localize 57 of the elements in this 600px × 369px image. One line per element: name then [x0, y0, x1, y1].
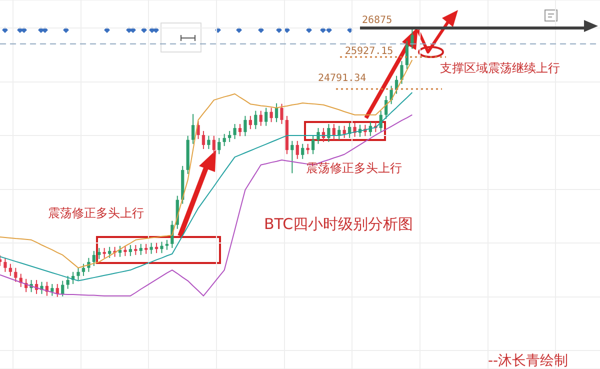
candlestick [244, 115, 247, 137]
candlestick [311, 135, 315, 155]
candlestick [128, 244, 132, 257]
candlestick [102, 247, 106, 258]
candlestick [118, 245, 122, 258]
candlestick [160, 241, 164, 254]
candlestick [233, 123, 236, 140]
candlestick [76, 267, 80, 280]
candlestick [191, 114, 195, 144]
candlestick [124, 245, 127, 257]
candlestick [98, 247, 101, 260]
candlestick [92, 250, 96, 266]
text: 26875 [362, 15, 392, 26]
candlestick [264, 107, 268, 126]
candlestick [259, 110, 262, 126]
candlestick [280, 103, 284, 124]
candlestick [270, 107, 273, 123]
annotation: 25927.15 [345, 46, 394, 57]
candlestick [4, 257, 7, 272]
candlestick [196, 120, 200, 140]
candlestick [254, 110, 258, 130]
candlestick [405, 40, 409, 70]
annotation: 震荡修正多头上行 [306, 160, 402, 177]
candlestick [202, 130, 206, 150]
candlestick [207, 135, 210, 150]
candlestick [108, 246, 112, 258]
candlestick [248, 115, 252, 130]
candlestick [274, 102, 278, 123]
candlestick [50, 284, 54, 296]
candlestick [228, 130, 232, 143]
candlestick [301, 143, 304, 160]
candlestick [165, 239, 169, 250]
candlestick [61, 280, 64, 297]
candlestick [218, 137, 221, 155]
candlestick [296, 140, 299, 160]
annotation: 24791.34 [318, 73, 366, 84]
candlestick [150, 242, 153, 254]
candlestick [144, 243, 148, 254]
candlestick [14, 267, 18, 282]
annotation: BTC四小时级别分析图 [264, 215, 414, 234]
candlestick [290, 140, 294, 174]
candlestick [212, 135, 216, 155]
annotation: 震荡修正多头上行 [48, 205, 144, 222]
candlestick [400, 60, 404, 84]
candlestick [222, 133, 226, 147]
candlestick [66, 275, 70, 290]
candlestick [342, 125, 346, 138]
annotation: 支撑区域震荡继续上行 [440, 60, 560, 77]
candlestick [327, 123, 330, 143]
text: --沐长青绘制 [488, 352, 568, 369]
candlestick [8, 263, 12, 276]
candlestick [134, 244, 138, 256]
candlestick [139, 243, 142, 256]
candlestick [390, 85, 393, 105]
candlestick [238, 123, 242, 137]
candlestick [316, 128, 320, 144]
candlestick [82, 263, 86, 276]
